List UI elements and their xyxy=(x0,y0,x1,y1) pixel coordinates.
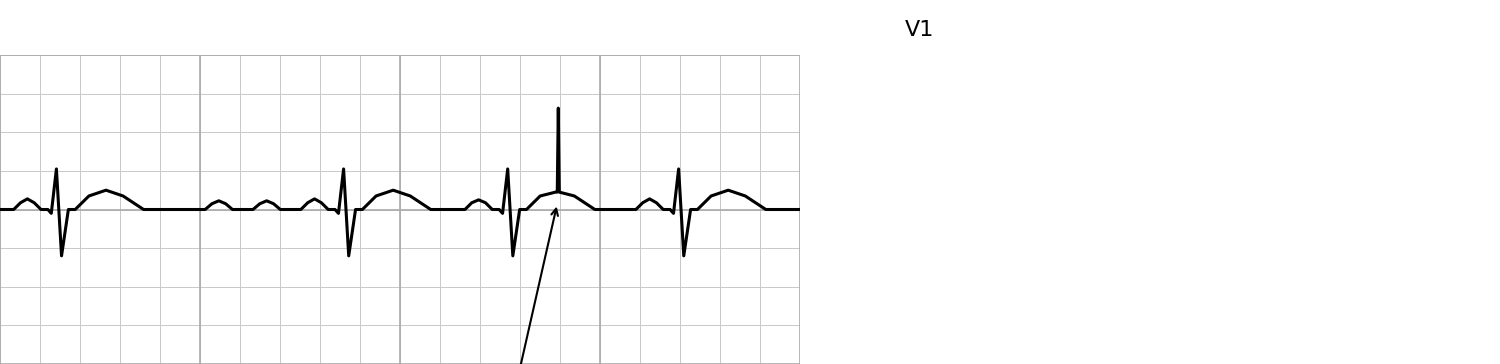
Text: V1: V1 xyxy=(904,20,934,40)
Text: Pacemaker stimulates
during refractory period: Pacemaker stimulates during refractory p… xyxy=(398,209,597,364)
Text: Failure to capture during refractory period: Failure to capture during refractory per… xyxy=(16,20,554,40)
